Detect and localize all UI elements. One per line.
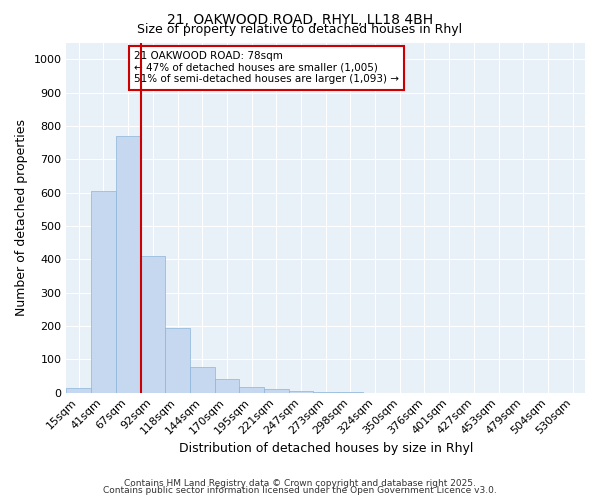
Bar [165, 328, 190, 392]
Y-axis label: Number of detached properties: Number of detached properties [15, 119, 28, 316]
Bar [116, 136, 140, 392]
Bar [289, 391, 313, 392]
Text: Contains public sector information licensed under the Open Government Licence v3: Contains public sector information licen… [103, 486, 497, 495]
Text: 21 OAKWOOD ROAD: 78sqm
← 47% of detached houses are smaller (1,005)
51% of semi-: 21 OAKWOOD ROAD: 78sqm ← 47% of detached… [134, 52, 399, 84]
Bar [67, 388, 91, 392]
Bar [190, 366, 215, 392]
Text: Contains HM Land Registry data © Crown copyright and database right 2025.: Contains HM Land Registry data © Crown c… [124, 478, 476, 488]
Text: 21, OAKWOOD ROAD, RHYL, LL18 4BH: 21, OAKWOOD ROAD, RHYL, LL18 4BH [167, 12, 433, 26]
X-axis label: Distribution of detached houses by size in Rhyl: Distribution of detached houses by size … [179, 442, 473, 455]
Bar [215, 380, 239, 392]
Bar [239, 386, 264, 392]
Bar [140, 256, 165, 392]
Text: Size of property relative to detached houses in Rhyl: Size of property relative to detached ho… [137, 22, 463, 36]
Bar [264, 390, 289, 392]
Bar [91, 191, 116, 392]
